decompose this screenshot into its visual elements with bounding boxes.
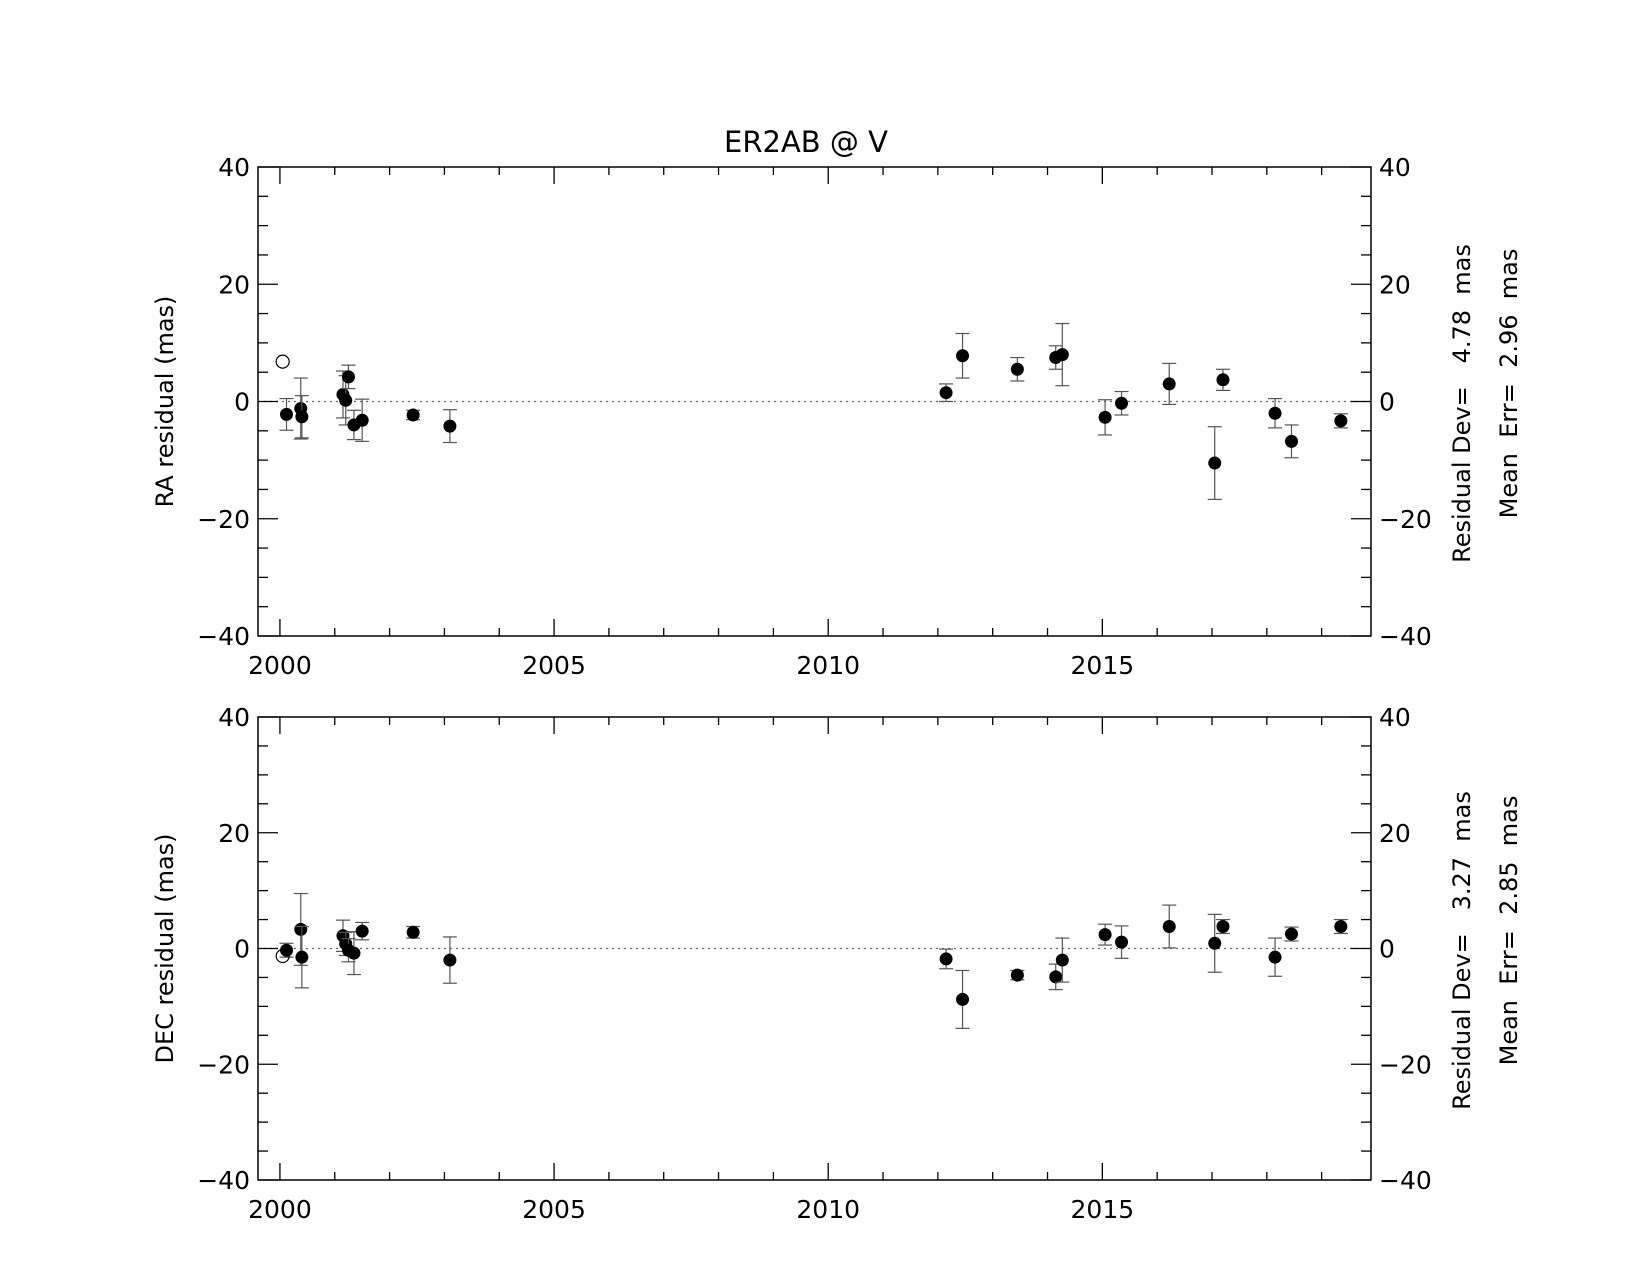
- data-point: [1334, 920, 1348, 934]
- data-point: [1216, 920, 1230, 934]
- data-point: [939, 386, 953, 400]
- x-tick-label: 2015: [1071, 1195, 1135, 1224]
- data-point: [1285, 927, 1298, 941]
- data-point: [347, 946, 361, 960]
- y-tick-label-right: −40: [1379, 622, 1432, 651]
- data-point: [1098, 410, 1112, 424]
- rejected-point: [275, 948, 290, 964]
- y-tick-label-right: −40: [1379, 1166, 1432, 1195]
- dec-ylabel: DEC residual (mas): [151, 833, 179, 1063]
- data-point: [355, 413, 369, 427]
- chart-title: ER2AB @ V: [724, 125, 888, 159]
- data-point: [1334, 414, 1348, 428]
- data-point: [1268, 950, 1282, 964]
- data-point: [1285, 434, 1298, 448]
- ra-ylabel: RA residual (mas): [151, 296, 179, 508]
- y-tick-label-right: 0: [1379, 388, 1395, 417]
- data-point: [1010, 362, 1024, 376]
- y-tick-label-left: 20: [218, 819, 250, 848]
- data-point: [443, 419, 457, 433]
- x-tick-label: 2015: [1071, 651, 1135, 680]
- dec-residual-panel: DEC residual (mas) Residual Dev= 3.27 ma…: [151, 703, 1523, 1224]
- y-tick-label-right: −20: [1379, 505, 1432, 534]
- data-point: [406, 925, 420, 939]
- y-tick-label-left: −20: [197, 505, 250, 534]
- data-point: [406, 408, 420, 422]
- data-point: [939, 952, 953, 966]
- ra-residual-panel: RA residual (mas) Residual Dev= 4.78 mas…: [151, 153, 1523, 680]
- ra-mean-err-label: Mean Err= 2.96 mas: [1495, 249, 1523, 519]
- data-point: [956, 992, 970, 1006]
- x-tick-label: 2010: [796, 651, 860, 680]
- data-point: [1010, 968, 1024, 982]
- x-tick-label: 2000: [248, 651, 312, 680]
- plot-frame: [257, 166, 1372, 637]
- y-tick-label-right: 40: [1379, 153, 1411, 182]
- data-point: [1049, 970, 1063, 984]
- data-point: [1162, 377, 1176, 391]
- dec-residual-dev-label: Residual Dev= 3.27 mas: [1448, 791, 1476, 1110]
- data-point: [339, 393, 353, 407]
- y-tick-label-left: 40: [218, 703, 250, 732]
- rejected-point: [275, 354, 290, 369]
- y-tick-label-left: −40: [197, 622, 250, 651]
- x-tick-label: 2005: [522, 651, 586, 680]
- data-point: [1098, 928, 1112, 942]
- y-tick-label-left: −40: [197, 1166, 250, 1195]
- data-point: [443, 953, 457, 967]
- y-tick-label-right: 40: [1379, 703, 1411, 732]
- y-tick-label-right: 20: [1379, 819, 1411, 848]
- x-tick-label: 2000: [248, 1195, 312, 1224]
- y-tick-label-left: 40: [218, 153, 250, 182]
- data-point: [294, 922, 308, 936]
- y-tick-label-left: −20: [197, 1050, 250, 1079]
- data-point: [295, 950, 309, 964]
- data-point: [1055, 348, 1069, 362]
- plot-frame: [257, 716, 1372, 1181]
- y-tick-label-left: 0: [234, 388, 250, 417]
- y-tick-label-right: 0: [1379, 935, 1395, 964]
- x-tick-label: 2005: [522, 1195, 586, 1224]
- data-point: [1115, 396, 1129, 410]
- data-point: [295, 410, 309, 424]
- x-tick-label: 2010: [796, 1195, 860, 1224]
- data-point: [280, 407, 294, 421]
- y-tick-label-right: −20: [1379, 1050, 1432, 1079]
- data-point: [341, 370, 355, 384]
- data-point: [1115, 935, 1129, 949]
- data-point: [1055, 953, 1069, 967]
- ra-residual-dev-label: Residual Dev= 4.78 mas: [1448, 244, 1476, 563]
- data-point: [355, 924, 369, 938]
- data-point: [1162, 920, 1176, 934]
- data-point: [1216, 373, 1230, 387]
- y-tick-label-right: 20: [1379, 270, 1411, 299]
- y-tick-label-left: 0: [234, 935, 250, 964]
- data-point: [1208, 936, 1222, 950]
- data-point: [1208, 456, 1222, 470]
- dec-mean-err-label: Mean Err= 2.85 mas: [1495, 796, 1523, 1066]
- data-point: [1268, 406, 1282, 420]
- y-tick-label-left: 20: [218, 270, 250, 299]
- data-point: [956, 349, 970, 363]
